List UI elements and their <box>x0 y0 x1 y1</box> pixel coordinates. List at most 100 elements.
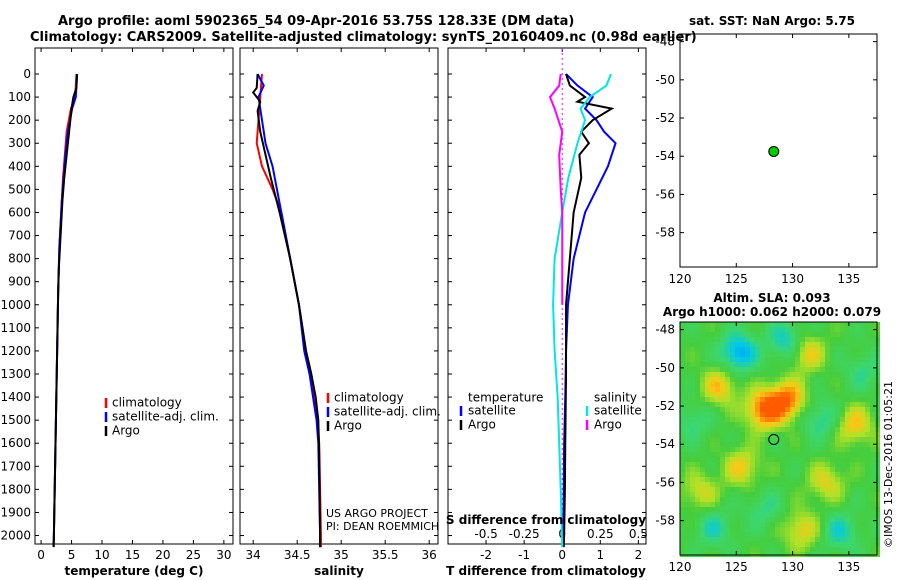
sla-cell <box>680 387 685 392</box>
sla-cell <box>840 477 845 482</box>
sla-cell <box>820 382 825 387</box>
sla-cell <box>685 357 690 362</box>
sla-cell <box>770 472 775 477</box>
sla-cell <box>860 417 865 422</box>
sla-cell <box>845 447 850 452</box>
sla-cell <box>870 422 875 427</box>
sla-cell <box>790 452 795 457</box>
sla-cell <box>740 432 745 437</box>
sla-cell <box>775 347 780 352</box>
sla-cell <box>805 532 810 537</box>
sla-cell <box>820 347 825 352</box>
sla-cell <box>690 517 695 522</box>
sla-cell <box>715 327 720 332</box>
sla-cell <box>805 497 810 502</box>
sla-cell <box>700 377 705 382</box>
sla-cell <box>815 477 820 482</box>
sla-cell <box>700 322 705 327</box>
sla-cell <box>845 347 850 352</box>
sla-cell <box>730 517 735 522</box>
sla-cell <box>855 402 860 407</box>
sla-cell <box>720 447 725 452</box>
depth-tick-label: 400 <box>8 159 31 173</box>
sla-cell <box>750 487 755 492</box>
sla-cell <box>715 507 720 512</box>
sla-cell <box>835 502 840 507</box>
sla-cell <box>790 517 795 522</box>
sla-cell <box>760 322 765 327</box>
sla-cell <box>690 492 695 497</box>
sla-cell <box>770 407 775 412</box>
sla-cell <box>785 402 790 407</box>
sla-cell <box>685 417 690 422</box>
sla-cell <box>700 382 705 387</box>
project-note: US ARGO PROJECT <box>326 507 428 520</box>
sla-cell <box>860 437 865 442</box>
sla-cell <box>680 372 685 377</box>
sla-cell <box>840 462 845 467</box>
sla-cell <box>745 522 750 527</box>
sla-cell <box>790 492 795 497</box>
sla-cell <box>725 532 730 537</box>
sla-cell <box>810 497 815 502</box>
sla-cell <box>690 347 695 352</box>
sla-cell <box>845 392 850 397</box>
sla-cell <box>755 532 760 537</box>
sla-cell <box>745 437 750 442</box>
sla-cell <box>765 527 770 532</box>
sla-cell <box>830 467 835 472</box>
sla-cell <box>770 337 775 342</box>
sla-cell <box>765 362 770 367</box>
temperature-line <box>52 73 79 548</box>
sla-cell <box>790 337 795 342</box>
sla-cell <box>720 382 725 387</box>
sla-cell <box>840 372 845 377</box>
sla-cell <box>830 337 835 342</box>
sla-cell <box>765 502 770 507</box>
sla-cell <box>805 322 810 327</box>
sla-cell <box>770 487 775 492</box>
sla-cell <box>740 342 745 347</box>
sla-cell <box>865 517 870 522</box>
sla-cell <box>855 337 860 342</box>
sla-cell <box>680 407 685 412</box>
sla-cell <box>740 507 745 512</box>
sla-cell <box>730 417 735 422</box>
sla-cell <box>735 527 740 532</box>
sla-cell <box>700 512 705 517</box>
sla-cell <box>710 527 715 532</box>
sla-cell <box>735 462 740 467</box>
sla-cell <box>715 407 720 412</box>
sla-cell <box>690 417 695 422</box>
sla-cell <box>860 322 865 327</box>
sla-cell <box>715 397 720 402</box>
sla-cell <box>725 402 730 407</box>
sla-cell <box>720 467 725 472</box>
sla-cell <box>765 422 770 427</box>
salinity-tick-label: 34 <box>246 548 261 562</box>
sla-cell <box>725 462 730 467</box>
sla-cell <box>805 447 810 452</box>
sla-cell <box>870 322 875 327</box>
sla-cell <box>815 457 820 462</box>
sla-cell <box>780 512 785 517</box>
sla-cell <box>725 427 730 432</box>
sla-cell <box>700 442 705 447</box>
sla-cell <box>815 472 820 477</box>
sla-cell <box>750 352 755 357</box>
sla-cell <box>685 342 690 347</box>
sla-cell <box>850 402 855 407</box>
sla-cell <box>780 517 785 522</box>
sla-cell <box>770 392 775 397</box>
sla-cell <box>775 372 780 377</box>
sla-cell <box>740 522 745 527</box>
sla-cell <box>800 527 805 532</box>
sla-cell <box>790 372 795 377</box>
sla-cell <box>845 342 850 347</box>
sla-cell <box>825 407 830 412</box>
salinity-line <box>251 73 322 548</box>
sla-cell <box>850 447 855 452</box>
sla-cell <box>725 472 730 477</box>
sla-cell <box>810 522 815 527</box>
sla-cell <box>840 532 845 537</box>
